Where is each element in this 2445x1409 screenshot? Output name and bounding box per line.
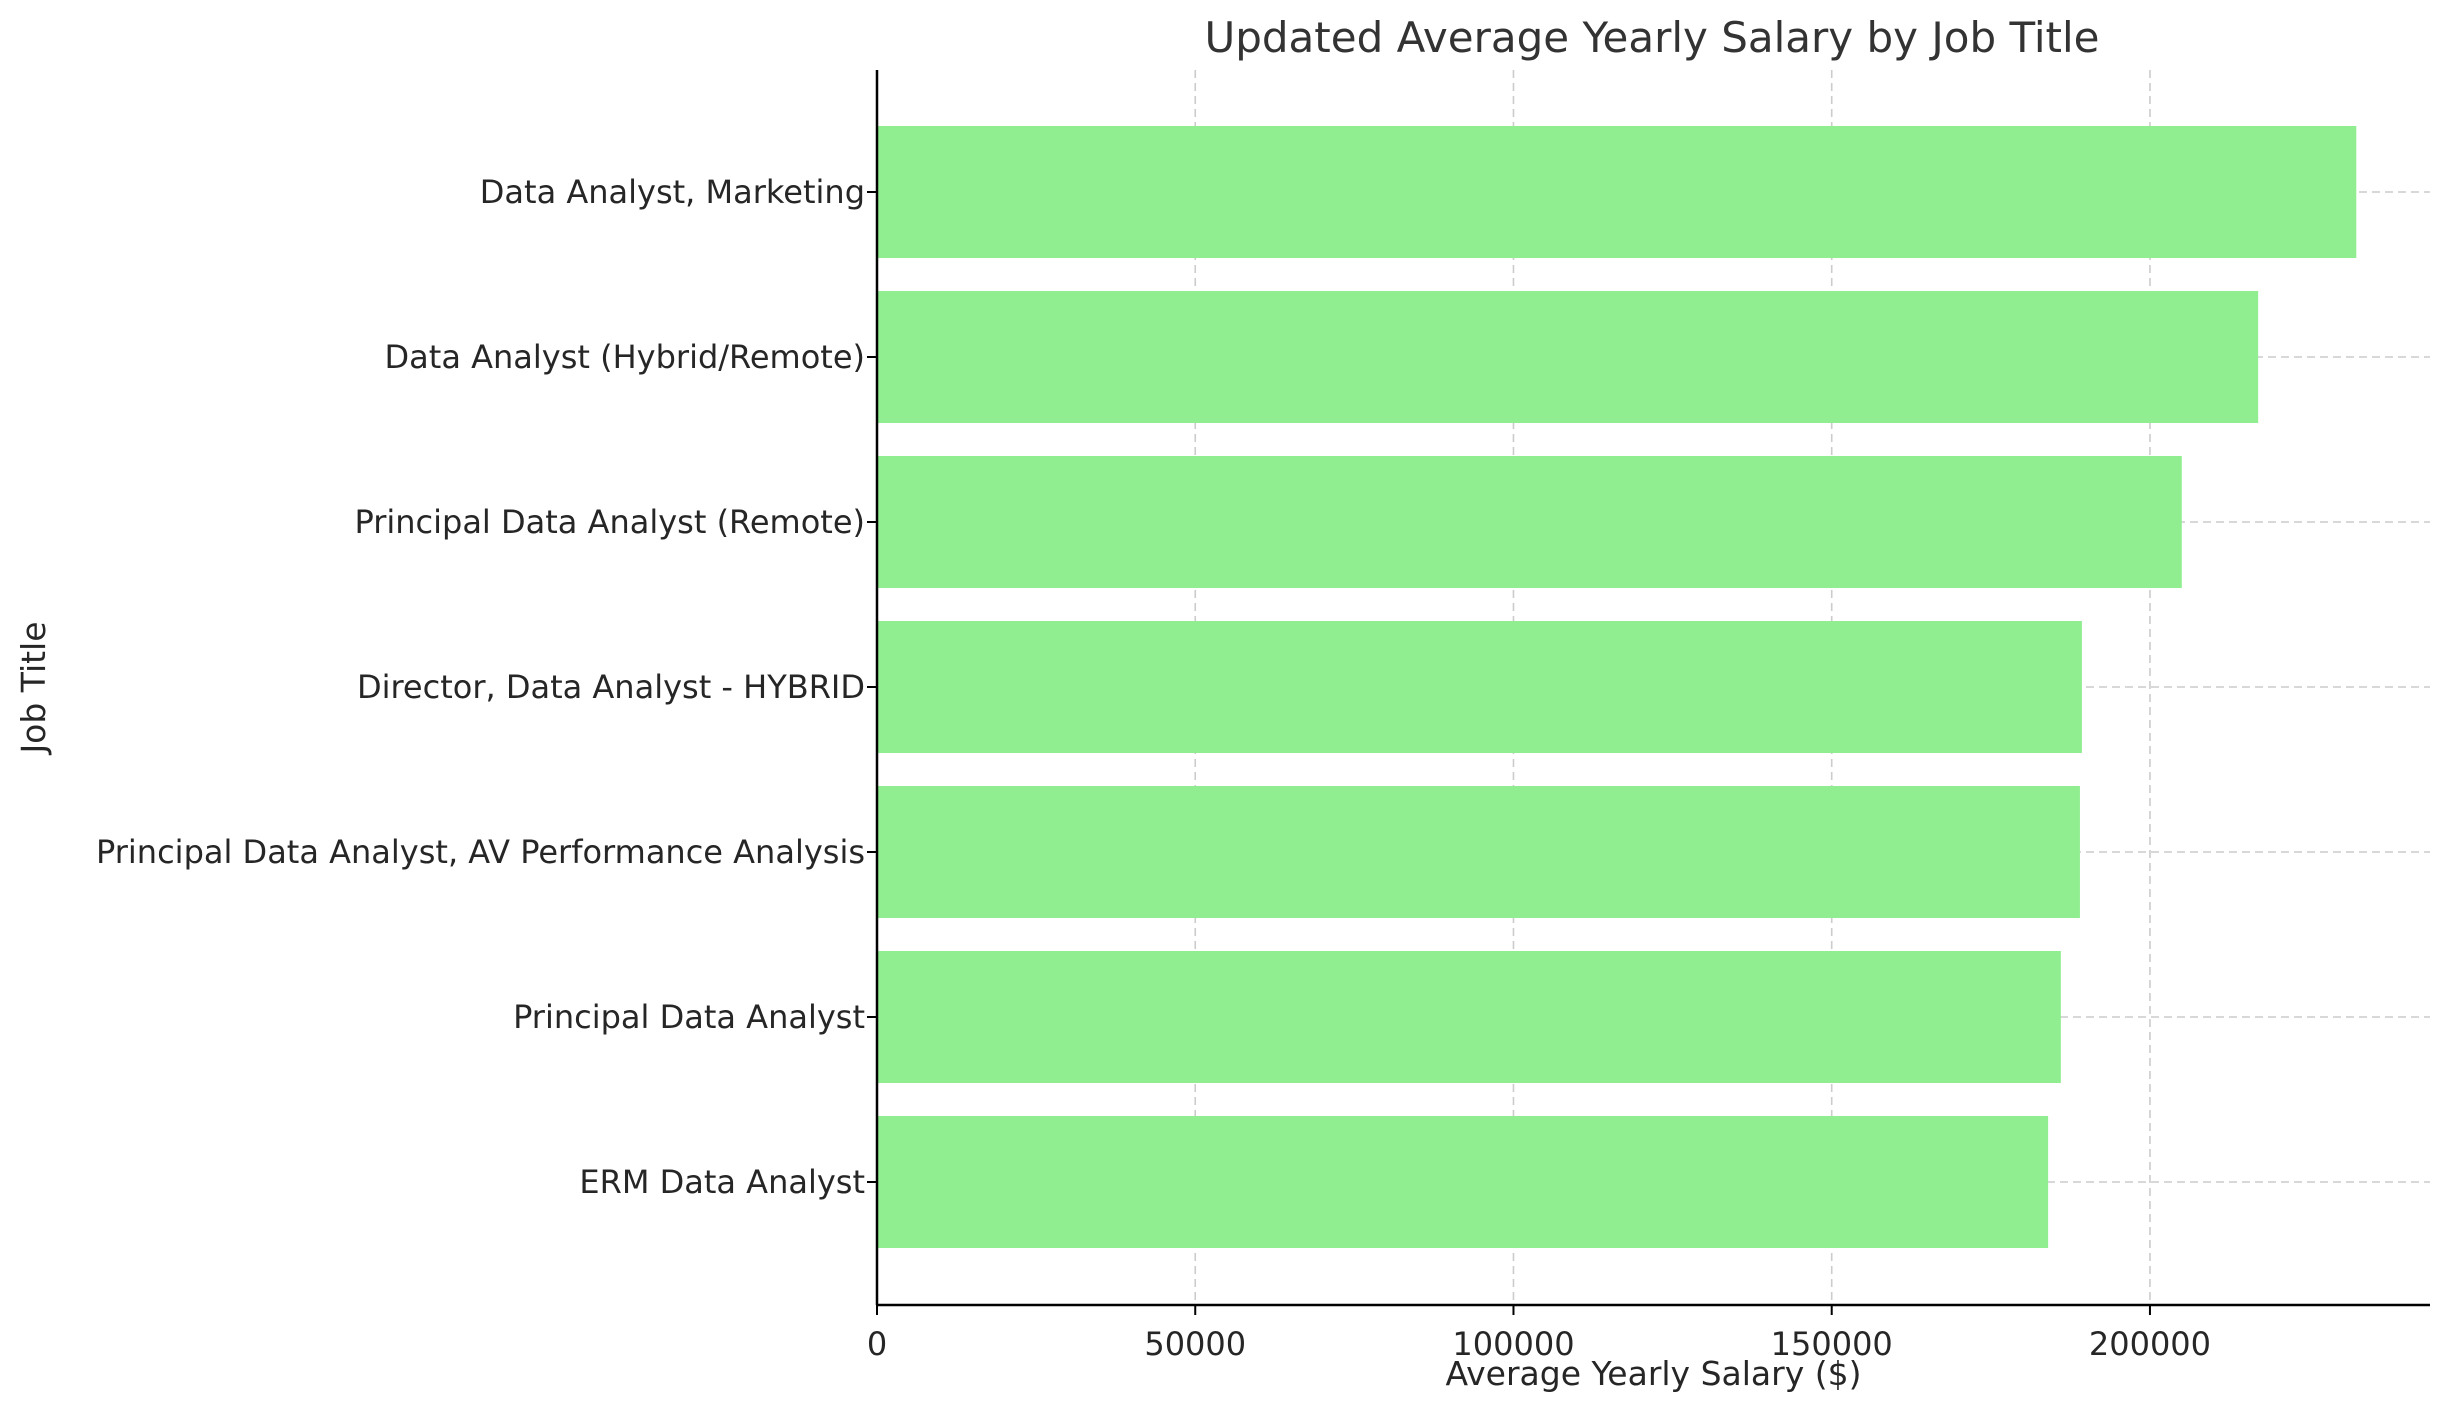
bar [877, 1116, 2049, 1248]
bar [877, 786, 2080, 918]
x-tick-label: 50000 [1144, 1325, 1246, 1363]
x-axis-label: Average Yearly Salary ($) [1446, 1354, 1862, 1393]
x-tick-label: 100000 [1452, 1325, 1574, 1363]
x-tick-label: 0 [867, 1325, 887, 1363]
y-tick-label: Data Analyst, Marketing [480, 173, 865, 211]
bar [877, 621, 2082, 753]
bar [877, 951, 2061, 1083]
y-ticks: Data Analyst, Marketing Data Analyst (Hyb… [96, 173, 877, 1201]
bars [877, 126, 2357, 1248]
y-axis-label: Job Title [14, 621, 53, 755]
y-tick-label: Director, Data Analyst - HYBRID [357, 668, 865, 706]
y-tick-label: ERM Data Analyst [579, 1163, 865, 1201]
y-tick-label: Principal Data Analyst, AV Performance A… [96, 833, 865, 871]
x-tick-label: 150000 [1771, 1325, 1893, 1363]
y-tick-label: Principal Data Analyst [513, 998, 865, 1036]
x-tick-label: 200000 [2089, 1325, 2211, 1363]
bar [877, 126, 2357, 258]
y-tick-label: Principal Data Analyst (Remote) [354, 503, 865, 541]
chart-title: Updated Average Yearly Salary by Job Tit… [1205, 13, 2100, 62]
bar [877, 456, 2182, 588]
bar [877, 291, 2259, 423]
x-ticks: 0 50000 100000 150000 200000 [867, 1305, 2211, 1363]
y-tick-label: Data Analyst (Hybrid/Remote) [385, 338, 865, 376]
